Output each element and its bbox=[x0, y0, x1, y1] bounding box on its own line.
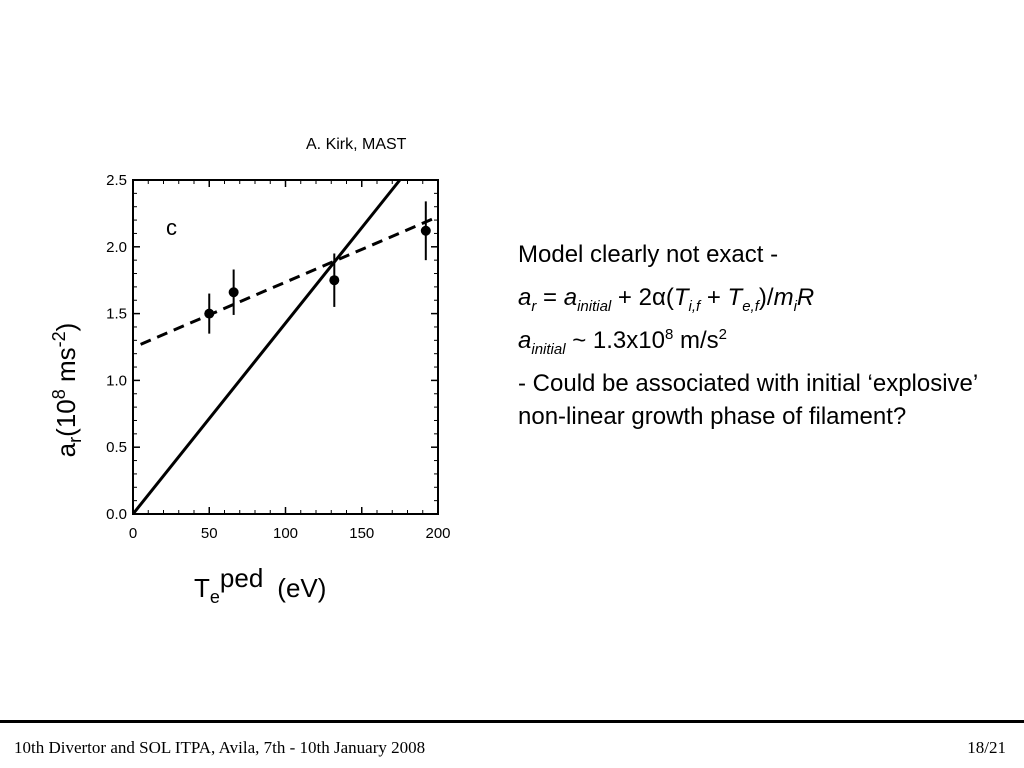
x-tick-label-50: 50 bbox=[201, 525, 218, 542]
y-tick-label-3: 1.5 bbox=[106, 306, 127, 323]
x-tick-label-200: 200 bbox=[425, 525, 450, 542]
y-axis-title: ar(108 ms-2) bbox=[49, 323, 85, 458]
panel-label: c bbox=[166, 215, 177, 240]
x-tick-label-150: 150 bbox=[349, 525, 374, 542]
y-tick-label-4: 2.0 bbox=[106, 239, 127, 256]
figure-credit: A. Kirk, MAST bbox=[306, 136, 407, 153]
dashed-fit-line bbox=[140, 215, 438, 346]
y-tick-label-5: 2.5 bbox=[106, 172, 127, 189]
scatter-chart: 0 50 100 150 200 0.0 0.5 1.0 1.5 2.0 2.5 c ar(108 … bbox=[49, 172, 451, 607]
data-point-2 bbox=[329, 275, 340, 286]
y-tick-label-2: 1.0 bbox=[106, 372, 127, 389]
initial-value: ainitial ~ 1.3x108 m/s2 bbox=[518, 326, 727, 358]
x-tick-label-100: 100 bbox=[273, 525, 298, 542]
x-tick-label-0: 0 bbox=[129, 525, 137, 542]
data-point-0 bbox=[204, 308, 215, 319]
footer-divider bbox=[0, 720, 1024, 723]
explosive-growth-note: - Could be associated with initial ‘expl… bbox=[518, 370, 978, 430]
slide-number: 18/21 bbox=[967, 738, 1006, 757]
plot-layer: 0 50 100 150 200 0.0 0.5 1.0 1.5 2.0 2.5 bbox=[106, 172, 450, 542]
plot-frame bbox=[132, 179, 439, 515]
y-tick-label-1: 0.5 bbox=[106, 439, 127, 456]
data-point-1 bbox=[228, 287, 239, 298]
footer-conference: 10th Divertor and SOL ITPA, Avila, 7th -… bbox=[14, 738, 426, 757]
data-point-3 bbox=[420, 225, 431, 236]
equation: ar = ainitial + 2α(Ti,f + Te,f)/miR bbox=[518, 284, 815, 315]
solid-model-line bbox=[133, 180, 402, 514]
explanation-text: Model clearly not exact - ar = ainitial … bbox=[518, 238, 988, 443]
y-tick-label-0: 0.0 bbox=[106, 506, 127, 523]
model-note: Model clearly not exact - bbox=[518, 241, 779, 268]
x-axis-title: Teped (eV) bbox=[194, 563, 326, 607]
